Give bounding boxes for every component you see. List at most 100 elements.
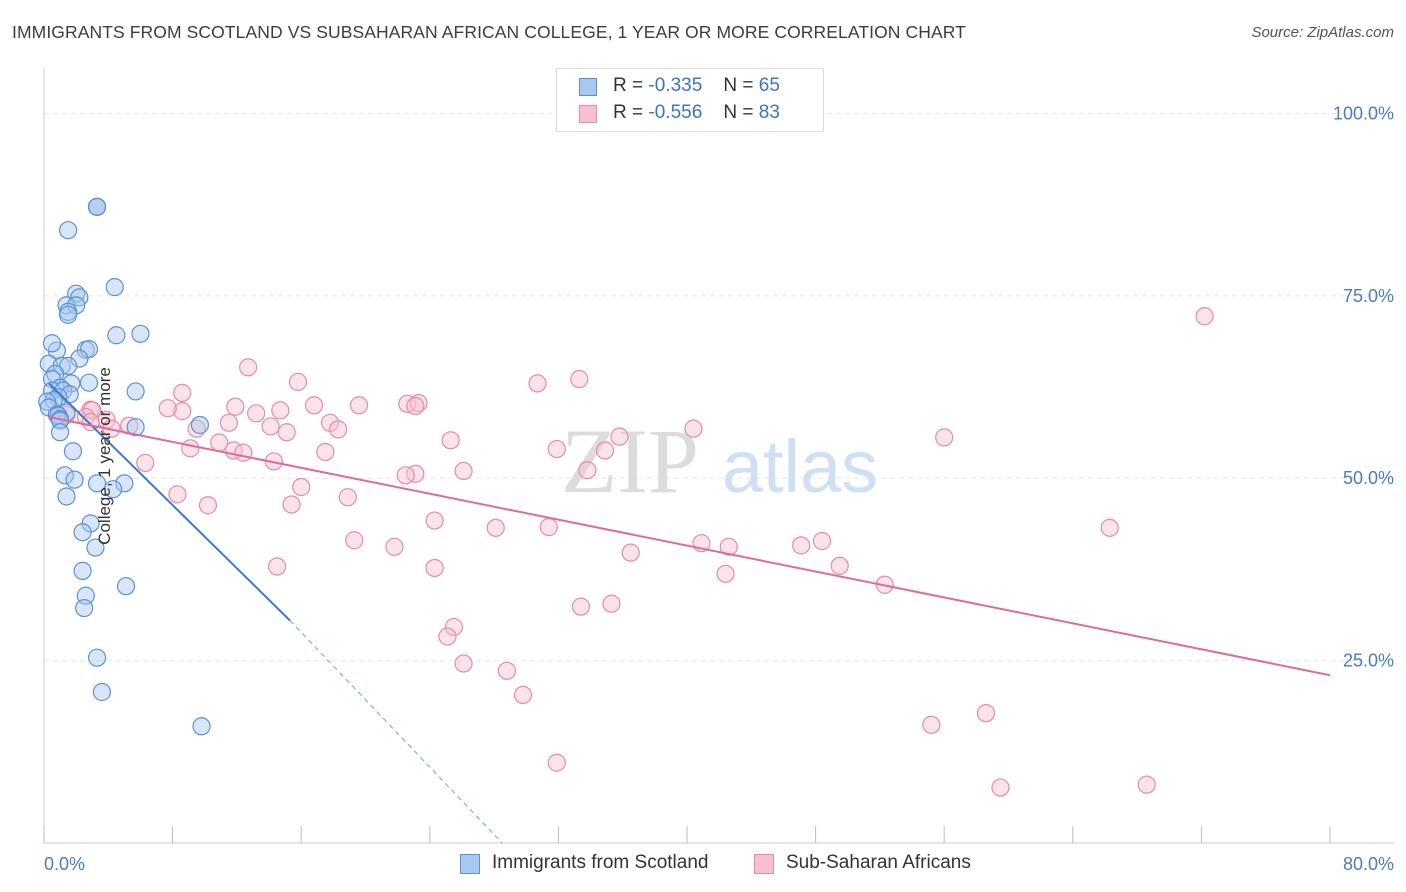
data-point — [425, 558, 444, 578]
watermark: ZIP atlas — [561, 410, 878, 512]
data-point — [513, 685, 533, 705]
data-point — [454, 654, 473, 673]
data-point — [116, 577, 136, 596]
bottom-legend-swatch-scotland — [460, 854, 480, 874]
data-point — [345, 531, 364, 550]
data-point — [57, 296, 76, 315]
stats-legend: R = -0.335 N = 65 R = -0.556 N = 83 — [556, 68, 824, 132]
data-point — [70, 349, 89, 368]
y-tick-label: 100.0% — [1333, 103, 1394, 123]
data-point — [173, 383, 192, 402]
data-point — [292, 477, 311, 497]
data-point — [578, 461, 597, 480]
data-point — [406, 464, 425, 483]
scotland-trend-line — [48, 382, 291, 622]
data-point — [59, 305, 78, 324]
data-point — [79, 340, 99, 359]
data-point — [83, 401, 102, 420]
data-point — [396, 466, 415, 485]
data-point — [602, 594, 621, 613]
data-point — [976, 704, 996, 723]
data-point — [126, 418, 145, 437]
data-point — [830, 556, 849, 575]
legend-n-value: 65 — [758, 75, 780, 96]
data-point — [267, 557, 287, 576]
data-point — [50, 423, 70, 442]
data-point — [59, 356, 78, 375]
data-point — [486, 518, 505, 537]
data-point — [55, 466, 74, 485]
legend-n-value: 83 — [758, 102, 780, 123]
data-point — [57, 487, 76, 506]
legend-r-label: R = — [613, 102, 644, 123]
data-point — [168, 485, 187, 504]
data-point — [105, 278, 124, 297]
x-tick-label-min: 0.0% — [44, 854, 85, 874]
y-axis-label: College, 1 year or more — [94, 367, 114, 545]
data-point — [349, 396, 369, 415]
data-point — [1100, 518, 1119, 537]
data-point — [86, 538, 105, 557]
data-point — [158, 399, 177, 418]
data-point — [131, 324, 150, 343]
data-point — [991, 778, 1010, 797]
legend-r-label: R = — [613, 75, 644, 96]
bottom-legend-label-scotland: Immigrants from Scotland — [492, 852, 709, 873]
data-point — [621, 543, 640, 562]
data-point — [716, 564, 735, 583]
y-tick-label: 25.0% — [1343, 651, 1394, 671]
data-point — [75, 598, 94, 618]
data-point — [812, 531, 832, 551]
y-tick-label: 75.0% — [1343, 286, 1394, 306]
data-point — [438, 627, 457, 646]
data-point — [409, 393, 428, 413]
data-point — [528, 374, 547, 393]
x-tick-label-max: 80.0% — [1343, 854, 1394, 874]
y-tick-labels: 25.0% 50.0% 75.0% 100.0% — [1333, 103, 1394, 670]
y-tick-label: 50.0% — [1343, 468, 1394, 488]
legend-n-label: N = — [723, 75, 754, 96]
data-point — [1137, 775, 1156, 794]
data-point — [316, 442, 335, 462]
data-point — [595, 441, 615, 460]
data-point — [136, 453, 155, 473]
legend-swatch-scotland — [579, 78, 597, 96]
data-point — [261, 417, 280, 436]
trend-lines — [48, 382, 1331, 844]
data-point — [181, 439, 200, 458]
data-point — [922, 715, 941, 734]
data-point — [1195, 307, 1214, 326]
bottom-legend-swatch-subsaharan — [754, 854, 774, 874]
data-point — [288, 372, 308, 392]
data-point — [271, 401, 290, 420]
data-point — [219, 413, 238, 432]
data-point — [59, 221, 78, 240]
data-point — [539, 518, 558, 537]
data-point — [719, 537, 738, 556]
legend-r-value: -0.335 — [648, 75, 703, 96]
data-point — [63, 442, 83, 461]
data-point — [107, 326, 126, 345]
data-point — [92, 682, 111, 702]
data-point — [87, 648, 107, 667]
data-point — [65, 470, 84, 489]
data-point — [282, 495, 301, 514]
data-point — [547, 753, 566, 772]
data-point — [610, 427, 629, 446]
scotland-points — [38, 197, 211, 736]
watermark-atlas: atlas — [722, 425, 878, 508]
data-point — [87, 197, 107, 216]
legend-swatch-subsaharan — [579, 105, 597, 123]
legend-n-label: N = — [723, 102, 754, 123]
data-point — [73, 523, 92, 542]
data-point — [406, 396, 425, 416]
scotland-trend-extension — [289, 620, 503, 844]
data-point — [226, 397, 245, 416]
axes — [43, 68, 1394, 844]
grid-lines — [44, 112, 1394, 662]
subsaharan-points — [57, 307, 1214, 797]
data-point — [304, 396, 324, 415]
data-point — [42, 334, 62, 353]
data-point — [247, 404, 266, 423]
data-point — [497, 661, 517, 680]
